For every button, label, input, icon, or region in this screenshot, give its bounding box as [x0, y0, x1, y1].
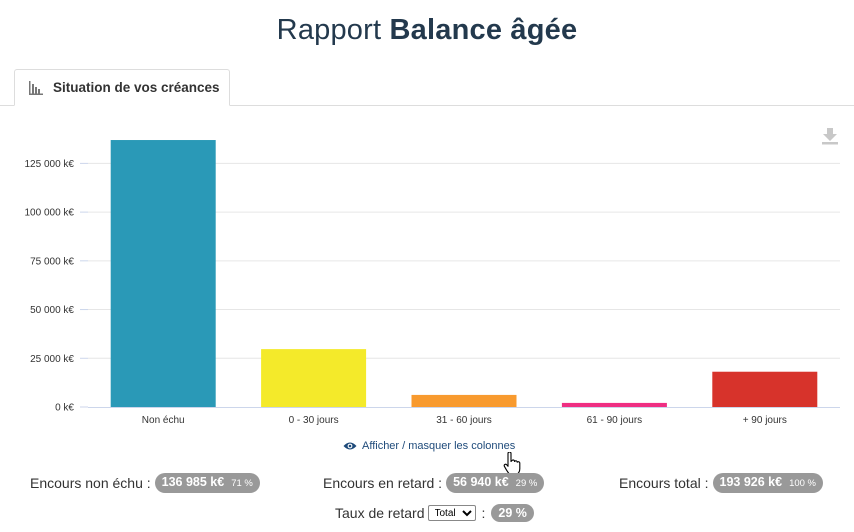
y-tick-label: 75 000 k€: [30, 256, 74, 267]
bar-chart: 0 k€ 25 000 k€ 50 000 k€ 75 000 k€ 100 000 k…: [25, 140, 840, 426]
y-tick-label: 25 000 k€: [30, 354, 74, 365]
toggle-columns-link[interactable]: Afficher / masquer les colonnes: [343, 440, 515, 452]
summary-non-echu-badge: 136 985 k€ 71 %: [154, 473, 260, 493]
tabs-divider: [0, 105, 854, 106]
x-tick-label: Non échu: [142, 415, 185, 426]
taux-retard-badge: 29 %: [491, 504, 534, 522]
x-tick-label: + 90 jours: [743, 415, 787, 426]
summary-non-echu-value: 136 985 k€: [161, 475, 225, 489]
y-tick-label: 125 000 k€: [25, 159, 75, 170]
taux-retard-select[interactable]: Total: [427, 505, 476, 521]
x-tick-label: 0 - 30 jours: [289, 415, 339, 426]
summary-retard-badge: 56 940 k€ 29 %: [446, 473, 545, 493]
y-tick-label: 100 000 k€: [25, 208, 75, 219]
page-title-bold: Balance âgée: [389, 14, 578, 46]
summary-retard-value: 56 940 k€: [453, 475, 509, 489]
x-tick-label: 61 - 90 jours: [587, 415, 643, 426]
bar[interactable]: [561, 402, 667, 407]
taux-retard-value: 29 %: [498, 506, 527, 520]
toggle-columns-label: Afficher / masquer les colonnes: [362, 440, 516, 452]
summary-total-value: 193 926 k€: [719, 475, 783, 489]
summary-total-badge: 193 926 k€ 100 %: [712, 473, 823, 493]
x-tick-label: 31 - 60 jours: [436, 415, 492, 426]
hand-cursor-icon: [503, 452, 521, 476]
summary-total: Encours total : 193 926 k€ 100 %: [619, 473, 823, 493]
y-tick-label: 50 000 k€: [30, 305, 74, 316]
summary-total-pct: 100 %: [789, 478, 816, 489]
download-icon[interactable]: [820, 126, 840, 146]
taux-retard-colon: :: [481, 505, 486, 521]
taux-retard-label: Taux de retard: [335, 505, 425, 521]
eye-icon: [343, 442, 357, 450]
tab-label: Situation de vos créances: [53, 80, 220, 95]
page-title-regular: Rapport: [276, 14, 382, 46]
taux-retard-row: Taux de retard Total : 29 %: [335, 504, 534, 522]
tab-situation-creances[interactable]: Situation de vos créances: [14, 69, 230, 106]
page-title: Rapport Balance âgée: [0, 14, 854, 47]
summary-retard-label: Encours en retard :: [323, 475, 443, 491]
summary-retard-pct: 29 %: [515, 478, 538, 489]
bar-chart-icon: [29, 80, 43, 95]
summary-non-echu-pct: 71 %: [231, 478, 253, 489]
y-tick-label: 0 k€: [55, 403, 74, 414]
bar[interactable]: [411, 394, 517, 407]
summary-retard: Encours en retard : 56 940 k€ 29 %: [323, 473, 545, 493]
summary-non-echu: Encours non échu : 136 985 k€ 71 %: [30, 473, 260, 493]
summary-non-echu-label: Encours non échu :: [30, 475, 151, 491]
bar[interactable]: [110, 140, 216, 407]
bar[interactable]: [261, 349, 367, 407]
summary-total-label: Encours total :: [619, 475, 709, 491]
bar[interactable]: [712, 371, 818, 407]
